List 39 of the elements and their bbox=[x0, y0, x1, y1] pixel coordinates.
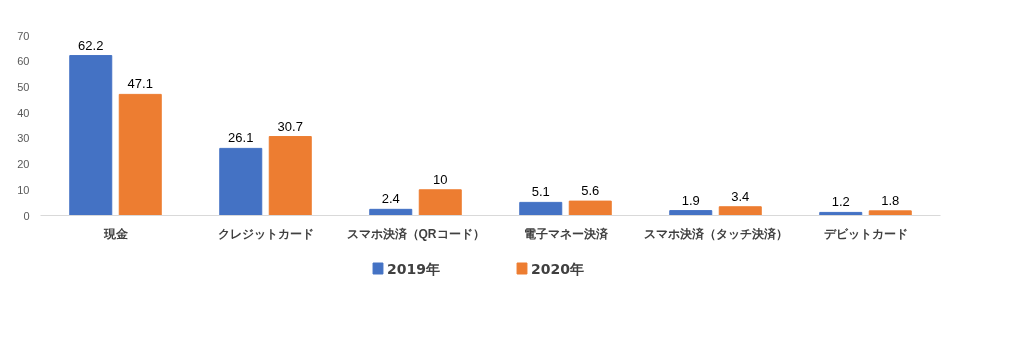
bar bbox=[568, 200, 612, 216]
y-tick-label: 50 bbox=[17, 80, 30, 93]
data-label: 3.4 bbox=[731, 188, 750, 204]
data-label: 10 bbox=[433, 171, 448, 187]
bar bbox=[69, 55, 113, 216]
y-tick-label: 20 bbox=[17, 158, 30, 171]
data-label: 2.4 bbox=[381, 191, 400, 207]
data-label: 62.2 bbox=[78, 37, 104, 53]
y-tick-label: 0 bbox=[23, 209, 30, 222]
legend-label: 2019年 bbox=[387, 260, 440, 277]
x-tick-label: クレジットカード bbox=[217, 226, 314, 241]
data-label: 1.9 bbox=[681, 192, 700, 208]
bar bbox=[418, 189, 462, 216]
x-tick-label: スマホ決済（タッチ決済） bbox=[643, 226, 788, 241]
y-tick-label: 40 bbox=[17, 106, 30, 119]
bar bbox=[718, 206, 762, 216]
x-tick-label: 現金 bbox=[102, 226, 129, 241]
bar bbox=[369, 208, 413, 216]
data-label: 5.1 bbox=[531, 184, 550, 200]
legend-label: 2020年 bbox=[531, 260, 584, 277]
bar bbox=[519, 201, 563, 216]
bar bbox=[669, 210, 713, 216]
bar bbox=[268, 136, 312, 216]
y-tick-label: 60 bbox=[17, 55, 30, 68]
y-tick-label: 30 bbox=[17, 132, 30, 145]
bar bbox=[219, 147, 263, 216]
data-label: 26.1 bbox=[228, 130, 254, 146]
x-tick-label: デビットカード bbox=[823, 226, 908, 241]
data-label: 5.6 bbox=[581, 183, 600, 199]
y-tick-label: 10 bbox=[17, 183, 30, 196]
data-label: 1.2 bbox=[831, 194, 850, 210]
bar bbox=[868, 210, 912, 216]
x-tick-label: 電子マネー決済 bbox=[523, 226, 609, 241]
x-tick-label: スマホ決済（QRコード） bbox=[346, 226, 485, 241]
y-tick-label: 70 bbox=[17, 29, 30, 42]
data-label: 47.1 bbox=[127, 76, 153, 92]
data-label: 30.7 bbox=[277, 118, 303, 134]
data-label: 1.8 bbox=[881, 192, 900, 208]
bar bbox=[118, 93, 162, 216]
